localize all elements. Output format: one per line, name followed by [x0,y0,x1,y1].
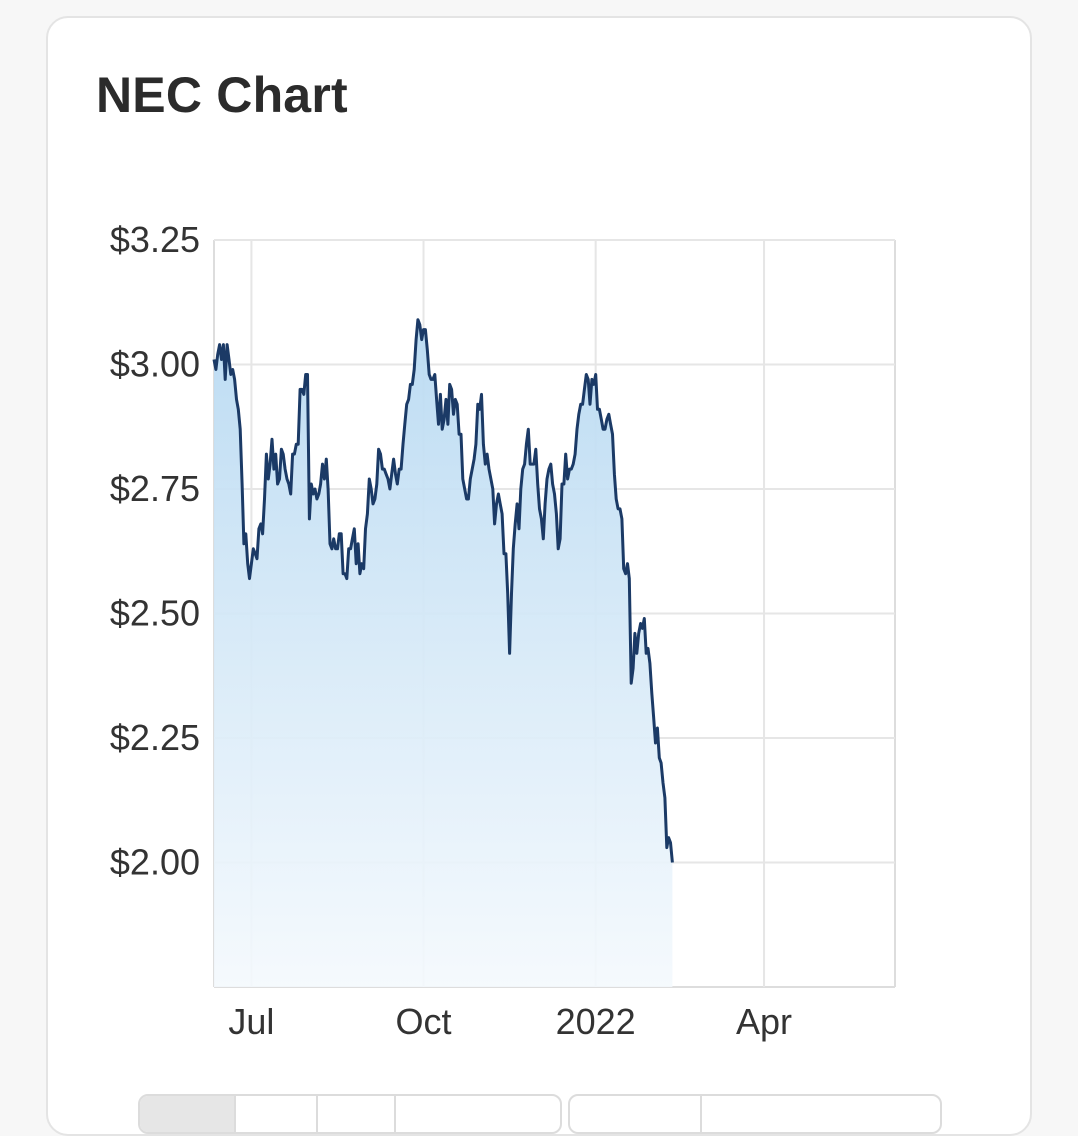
price-chart[interactable]: $3.25 $3.00 $2.75 $2.50 $2.25 $2.00 Jul Oct 202… [0,0,1078,1110]
x-tick-label: Apr [736,1001,792,1042]
y-tick-label: $2.50 [110,593,200,634]
x-axis-ticks: Jul Oct 2022 Apr [228,1001,792,1042]
chart-title: NEC Chart [96,67,348,123]
chart-line [212,318,674,863]
y-tick-label: $2.25 [110,717,200,758]
range-button-3[interactable] [318,1096,396,1132]
range-button-1[interactable] [140,1096,236,1132]
y-tick-label: $3.25 [110,219,200,260]
range-selector-group-b [568,1094,942,1134]
range-button-5[interactable] [570,1096,702,1132]
range-selector-group-a [138,1094,562,1134]
x-tick-label: 2022 [556,1001,636,1042]
y-tick-label: $3.00 [110,344,200,385]
x-tick-label: Jul [228,1001,274,1042]
x-tick-label: Oct [396,1001,452,1042]
y-tick-label: $2.75 [110,468,200,509]
series-area-fill [214,319,673,987]
range-button-4[interactable] [396,1096,560,1132]
y-tick-label: $2.00 [110,842,200,883]
range-button-2[interactable] [236,1096,318,1132]
y-axis-ticks: $3.25 $3.00 $2.75 $2.50 $2.25 $2.00 [110,219,200,883]
chart-area [214,319,673,987]
series-line [212,318,674,863]
range-button-6[interactable] [702,1096,940,1132]
